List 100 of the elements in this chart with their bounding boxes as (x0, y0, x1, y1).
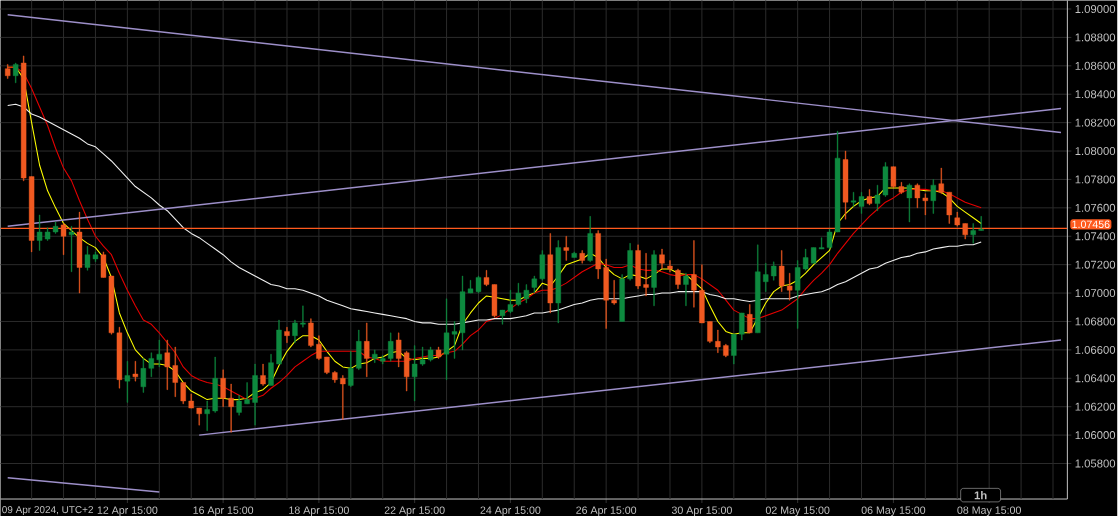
candlestick (300, 305, 306, 328)
candlestick (380, 355, 386, 365)
y-tick-label: 1.06800 (1075, 317, 1116, 326)
x-tick-label: 24 Apr 15:00 (480, 506, 541, 516)
y-tick-label: 1.06400 (1075, 374, 1116, 383)
candlestick (651, 250, 657, 306)
candlestick (771, 261, 777, 281)
candlestick (180, 382, 186, 404)
candlestick (236, 394, 242, 416)
candlestick (667, 259, 673, 272)
candlestick (268, 353, 274, 386)
candlestick (188, 393, 194, 409)
candlestick (348, 350, 354, 387)
y-tick-label: 1.08200 (1075, 118, 1116, 127)
candlestick (156, 339, 162, 367)
x-tick-label: 22 Apr 15:00 (384, 506, 445, 516)
candlestick (60, 223, 67, 255)
candlestick (914, 183, 921, 208)
candlestick (715, 329, 721, 353)
candlestick (212, 356, 218, 413)
candlestick (707, 321, 713, 343)
candlestick (691, 240, 697, 308)
candlestick (643, 252, 649, 296)
candlestick (747, 304, 753, 333)
x-tick-label: 18 Apr 15:00 (289, 506, 349, 516)
y-tick-label: 1.09000 (1075, 4, 1116, 13)
candlestick (539, 250, 545, 281)
y-tick-label: 1.08000 (1075, 146, 1116, 155)
annotation: 1h (974, 490, 987, 499)
y-tick-label: 1.08400 (1075, 90, 1116, 98)
y-tick-label: 1.07400 (1075, 232, 1116, 241)
candlestick (779, 250, 785, 292)
candlestick (906, 183, 913, 223)
candlestick (619, 274, 625, 322)
candlestick (587, 215, 593, 262)
candlestick (842, 150, 849, 220)
candlestick (938, 167, 944, 194)
candlestick (411, 345, 418, 401)
candlestick (316, 335, 322, 360)
candlestick (340, 375, 346, 420)
y-tick-label: 1.06200 (1075, 402, 1116, 411)
candlestick (922, 193, 929, 215)
candlestick (220, 369, 226, 407)
candlestick (5, 63, 11, 79)
candlestick (324, 356, 330, 375)
candlestick (68, 225, 75, 272)
y-tick-label: 1.06600 (1075, 345, 1116, 354)
candlestick (954, 211, 960, 227)
y-tick-label: 1.07600 (1075, 203, 1116, 212)
candlestick (292, 319, 298, 343)
candlestick (755, 244, 761, 333)
candlestick (28, 176, 35, 252)
y-tick-label: 1.07800 (1075, 175, 1116, 184)
candlestick (356, 329, 362, 370)
candlestick (20, 55, 27, 181)
x-tick-label: 16 Apr 15:00 (193, 506, 254, 516)
candlestick (531, 275, 538, 294)
y-tick-label: 1.08800 (1075, 33, 1116, 42)
candlestick (930, 179, 936, 214)
candlestick (228, 383, 234, 433)
y-tick-label: 1.08600 (1075, 61, 1116, 70)
candlestick (970, 223, 976, 244)
candlestick (276, 319, 282, 365)
candlestick (308, 318, 314, 348)
candlestick (13, 62, 19, 83)
candlestick (284, 326, 290, 343)
candlestick (364, 322, 370, 377)
candlestick (244, 382, 250, 404)
candlestick (946, 191, 952, 224)
candlestick (794, 259, 801, 329)
x-tick-label: 12 Apr 15:00 (97, 506, 158, 516)
candlestick (523, 284, 530, 303)
candlestick (148, 352, 154, 377)
x-tick-label: 08 May 15:00 (957, 506, 1021, 516)
candlestick (252, 363, 258, 426)
candlestick (611, 279, 617, 305)
candlestick (140, 357, 147, 393)
ref-line-label: 1.07456 (1072, 220, 1110, 228)
y-tick-label: 1.05800 (1075, 459, 1116, 468)
candlestick (388, 332, 394, 362)
candlestick (723, 343, 729, 357)
candlestick (372, 349, 378, 363)
candlestick (635, 244, 641, 289)
y-tick-label: 1.06000 (1075, 430, 1116, 439)
candlestick (659, 248, 665, 269)
candlestick (196, 407, 202, 426)
candlestick (76, 211, 83, 294)
x-tick-label: 06 May 15:00 (861, 506, 926, 516)
candlestick (627, 242, 633, 281)
candlestick (595, 230, 601, 279)
candlestick (787, 272, 793, 301)
candlestick (962, 223, 968, 240)
x-tick-label: 30 Apr 15:00 (671, 506, 732, 516)
candlestick (683, 272, 689, 306)
candlestick (555, 240, 561, 323)
candlestick (675, 268, 681, 289)
candlestick (731, 333, 737, 365)
text: 09 Apr 2024, UTC+2 (2, 505, 93, 515)
candlestick (396, 332, 402, 367)
candlestick (172, 346, 178, 397)
